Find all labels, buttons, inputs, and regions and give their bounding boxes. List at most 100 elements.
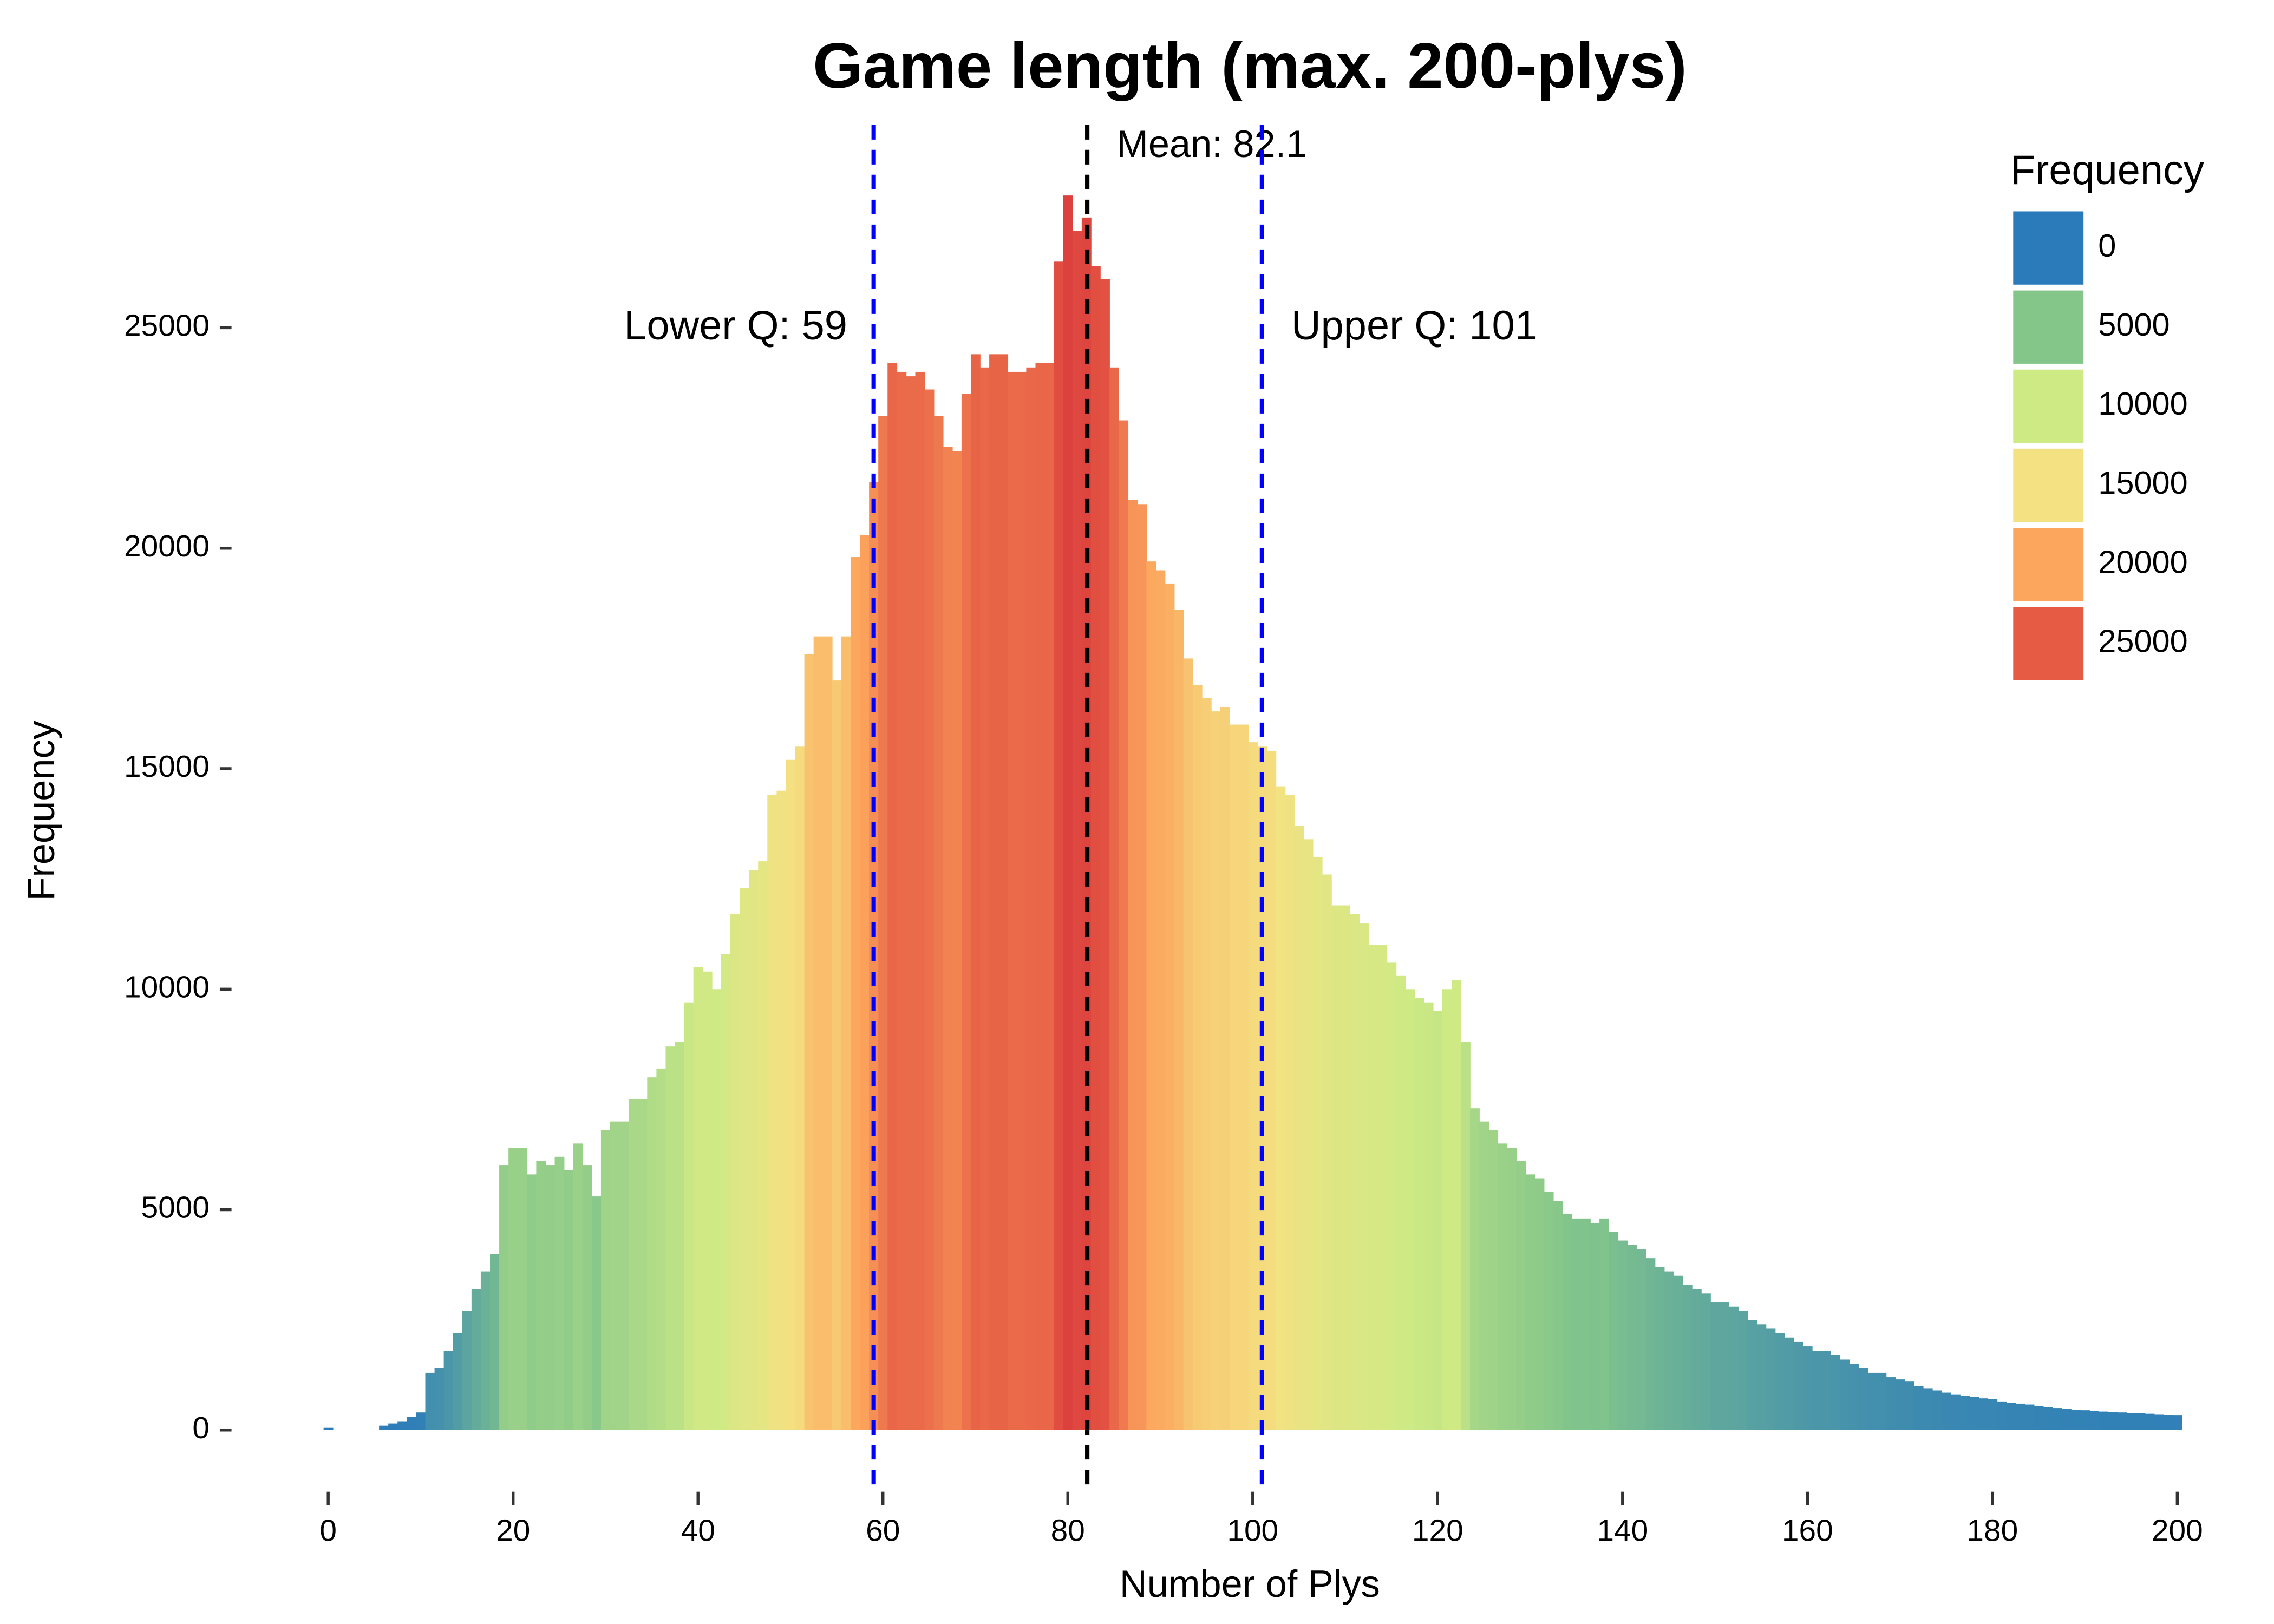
bar (1239, 724, 1249, 1430)
bar (471, 1289, 481, 1430)
bar (1340, 905, 1350, 1430)
legend-swatch (2013, 369, 2084, 443)
y-tick-label: 5000 (141, 1191, 210, 1225)
x-tick-label: 120 (1412, 1514, 1463, 1548)
y-tick-label: 15000 (124, 750, 210, 784)
bar (591, 1196, 602, 1430)
bar (711, 989, 722, 1430)
x-tick-label: 140 (1597, 1514, 1648, 1548)
legend-label: 5000 (2098, 306, 2170, 343)
bar (1008, 371, 1018, 1430)
bar (2061, 1409, 2072, 1430)
bar (1479, 1121, 1489, 1430)
bar (1969, 1397, 1979, 1430)
bar (1636, 1249, 1646, 1430)
bar (2099, 1411, 2109, 1430)
bar (1571, 1218, 1582, 1430)
legend-label: 10000 (2098, 385, 2188, 422)
bar (480, 1271, 491, 1430)
bar (1590, 1222, 1600, 1430)
bar (1201, 698, 1212, 1430)
bar (1682, 1285, 1693, 1430)
bar (1738, 1311, 1748, 1430)
bar (1396, 975, 1406, 1430)
bar (795, 746, 805, 1430)
bar (1886, 1377, 1896, 1430)
bar (1063, 195, 1073, 1430)
bar (1516, 1161, 1526, 1430)
bar (1377, 945, 1388, 1430)
bar (693, 967, 703, 1430)
bar (1128, 500, 1138, 1430)
y-axis-label: Frequency (19, 720, 62, 900)
bar (2070, 1410, 2081, 1430)
bar (1664, 1271, 1674, 1430)
x-tick-label: 0 (319, 1514, 337, 1548)
bar (610, 1121, 620, 1430)
bar (1266, 751, 1277, 1430)
bar (1701, 1293, 1711, 1430)
x-tick-label: 160 (1782, 1514, 1833, 1548)
y-tick-label: 0 (192, 1411, 210, 1445)
y-tick-label: 10000 (124, 970, 210, 1004)
bar (1580, 1218, 1591, 1430)
bar (656, 1068, 666, 1430)
bar (1423, 1002, 1434, 1430)
y-tick-label: 25000 (124, 309, 210, 343)
bar (1192, 685, 1203, 1430)
bar (397, 1421, 408, 1430)
bar (684, 1002, 694, 1430)
bar (1460, 1042, 1471, 1430)
bar (665, 1046, 676, 1430)
bar (1090, 266, 1101, 1430)
bar (518, 1148, 528, 1430)
bar (1387, 962, 1397, 1430)
bar (1729, 1306, 1739, 1430)
reference-label: Mean: 82.1 (1116, 122, 1307, 165)
legend-swatch (2013, 528, 2084, 601)
bar (573, 1143, 583, 1430)
bar (924, 389, 935, 1430)
bar (582, 1165, 592, 1430)
bar (1691, 1289, 1702, 1430)
bar (1350, 914, 1360, 1430)
bar (1923, 1388, 1933, 1430)
bar (1627, 1245, 1637, 1430)
bar (1276, 786, 1286, 1430)
bar (933, 416, 944, 1430)
bar (1793, 1341, 1803, 1430)
legend-swatch (2013, 448, 2084, 522)
bar (1840, 1359, 1850, 1430)
x-tick-label: 100 (1227, 1514, 1278, 1548)
bar (952, 451, 962, 1430)
bar (961, 394, 971, 1430)
bar (832, 680, 842, 1430)
bar (1877, 1372, 1887, 1430)
bar (1673, 1275, 1683, 1430)
reference-label: Lower Q: 59 (624, 303, 847, 349)
bar (1895, 1379, 1905, 1430)
bar (1978, 1398, 1989, 1430)
bar (1904, 1381, 1914, 1430)
bar (1988, 1399, 1998, 1430)
bar (758, 861, 768, 1430)
bar (2135, 1413, 2146, 1430)
bar (1257, 746, 1267, 1430)
bar (1322, 874, 1332, 1430)
bar (407, 1417, 417, 1430)
bar (2080, 1410, 2090, 1430)
bar (1146, 561, 1156, 1430)
bar (1960, 1396, 1970, 1430)
bar (887, 363, 898, 1430)
bar (425, 1372, 435, 1430)
bar (1137, 504, 1147, 1430)
bar (2126, 1413, 2136, 1430)
bar (1720, 1302, 1729, 1430)
legend-title: Frequency (2010, 147, 2204, 193)
bar (1747, 1320, 1757, 1430)
bar (2052, 1408, 2062, 1430)
bar (1775, 1333, 1785, 1430)
legend-label: 15000 (2098, 464, 2188, 501)
bar (1155, 570, 1166, 1430)
bar (980, 367, 990, 1430)
